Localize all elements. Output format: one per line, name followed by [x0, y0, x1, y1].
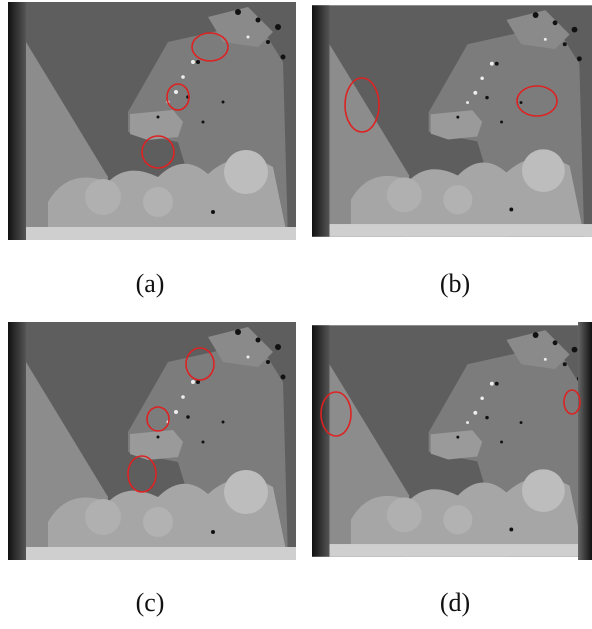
caption: (d): [440, 588, 470, 617]
caption: (c): [136, 588, 165, 617]
panel-a: [8, 2, 296, 240]
panel-b: [312, 5, 592, 237]
panel-d: [312, 322, 592, 560]
caption: (b): [440, 269, 470, 298]
panel-c: [8, 322, 296, 560]
caption: (a): [136, 269, 165, 298]
